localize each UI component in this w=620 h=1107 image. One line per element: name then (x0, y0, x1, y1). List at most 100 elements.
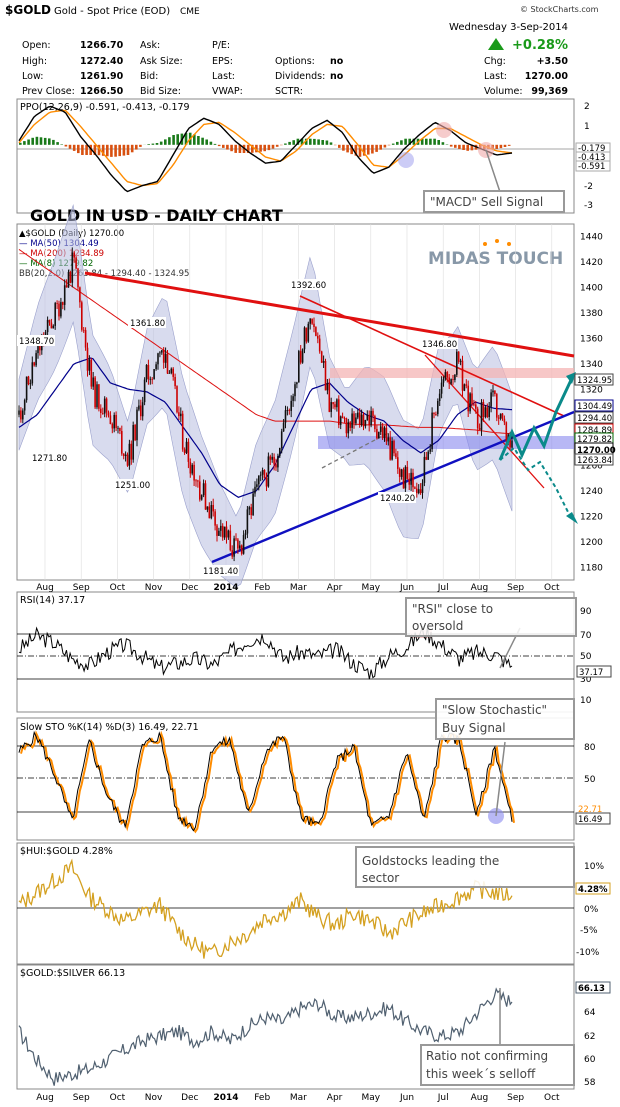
price-candle (317, 335, 319, 339)
annotation-text: Buy Signal (442, 721, 506, 735)
histogram-bar (72, 144, 76, 151)
x-tick-label: Oct (110, 1093, 126, 1103)
price-candle (410, 472, 412, 485)
minor-resistance-trendline (299, 295, 565, 417)
price-candle (231, 550, 233, 557)
logo-star-icon (495, 239, 499, 243)
annotation-text: Goldstocks leading the (362, 854, 499, 868)
price-candle (349, 422, 351, 428)
price-candle (25, 376, 28, 401)
histogram-bar (97, 144, 101, 156)
stat-label: P/E: (212, 40, 230, 51)
stoch-k-line (18, 730, 513, 832)
value-tag (575, 981, 611, 994)
price-candle (63, 285, 66, 305)
price-candle (387, 437, 390, 442)
price-candle (330, 402, 332, 412)
bottom-x-axis: Aug Sep Oct Nov Dec 2014 Feb Mar Apr May Jun Jul Aug… (36, 1093, 560, 1103)
price-candle (56, 303, 58, 304)
price-candle (265, 477, 268, 487)
stat-label: SCTR: (275, 86, 303, 97)
legend-entry: — MA(50) 1304.49 (19, 239, 99, 249)
price-candle (271, 456, 273, 460)
price-candle (79, 287, 81, 303)
ppo-y-axis: 2 1 -2 -3 (584, 102, 593, 211)
histogram-bar (420, 138, 424, 145)
y-tick-label: 1240 (580, 487, 603, 497)
stat-label: Bid Size: (140, 86, 181, 97)
histogram-bar (425, 138, 428, 145)
price-candle (256, 484, 258, 487)
price-candle (417, 489, 420, 494)
price-candle (492, 390, 494, 393)
histogram-bar (441, 142, 445, 145)
price-candle (204, 483, 207, 510)
price-candle (509, 434, 511, 448)
price-candle (141, 402, 144, 417)
price-candle (497, 417, 500, 419)
x-tick-label: Dec (181, 1093, 198, 1103)
histogram-bar (362, 144, 366, 156)
y-tick-label: 10 (580, 696, 592, 706)
price-candle (33, 362, 35, 366)
price-candle (431, 412, 433, 450)
y-tick-label: 1220 (580, 512, 603, 522)
histogram-bar (255, 144, 258, 153)
gold-silver-title: $GOLD:$SILVER 66.13 (20, 968, 125, 979)
histogram-bar (375, 144, 378, 152)
price-legend: ▲$GOLD (Daily) 1270.00 — MA(50) 1304.49 … (19, 229, 189, 279)
copyright: © StockCharts.com (520, 5, 599, 14)
price-candle (385, 427, 388, 442)
price-candle (311, 318, 313, 324)
price-candle (320, 351, 323, 363)
price-candle (86, 347, 89, 371)
price-candle (480, 402, 483, 430)
annotation-pointer (495, 741, 506, 817)
price-candle (191, 464, 193, 474)
price-candle (427, 451, 429, 460)
price-candle (416, 488, 418, 494)
value-tag-text: 1263.84 (577, 456, 612, 466)
histogram-bar (222, 144, 225, 148)
stoch-d-line (20, 730, 515, 834)
price-candle (65, 285, 68, 288)
price-candle (20, 410, 22, 420)
price-candle (105, 398, 108, 413)
x-tick-label: Aug (36, 1093, 54, 1103)
rsi-title: RSI(14) 37.17 (20, 595, 85, 606)
histogram-bar (201, 137, 204, 145)
price-candle (486, 407, 489, 417)
histogram-bar (151, 143, 155, 145)
ppo-signal-line (18, 109, 513, 187)
histogram-bar (106, 144, 109, 157)
support-zone (318, 436, 574, 449)
histogram-bar (205, 139, 208, 145)
price-candle (318, 338, 321, 352)
price-candle (450, 379, 452, 384)
price-candle (109, 415, 112, 424)
ma200-line (18, 248, 513, 435)
value-tag-text: 22.71 (578, 805, 602, 815)
price-candle (107, 412, 110, 416)
arrow-head-icon (566, 512, 578, 524)
value-tag-text: 1294.40 (577, 414, 612, 424)
price-point-labels: 1348.70 1271.80 1361.80 1251.00 1181.40 … (17, 279, 458, 577)
logo-text: MIDAS TOUCH (428, 249, 563, 269)
histogram-bar (354, 144, 358, 156)
price-candle (60, 302, 62, 317)
stat-label: Open: (22, 40, 51, 51)
resistance-zone (330, 368, 574, 378)
price-candle (282, 422, 285, 432)
y-tick-label: -2 (584, 182, 593, 192)
price-candle (52, 325, 55, 329)
histogram-bar (313, 138, 316, 145)
y-tick-label: 1340 (580, 360, 603, 370)
histogram-bar (400, 140, 403, 145)
annotation-text: "RSI" close to (412, 602, 493, 616)
price-candle (170, 368, 173, 373)
stat-label: Options: (275, 56, 315, 67)
histogram-bar (246, 144, 250, 153)
price-candle (296, 382, 298, 385)
stochastic-y-axis: 80 50 (584, 743, 596, 785)
price-candle (181, 413, 184, 450)
